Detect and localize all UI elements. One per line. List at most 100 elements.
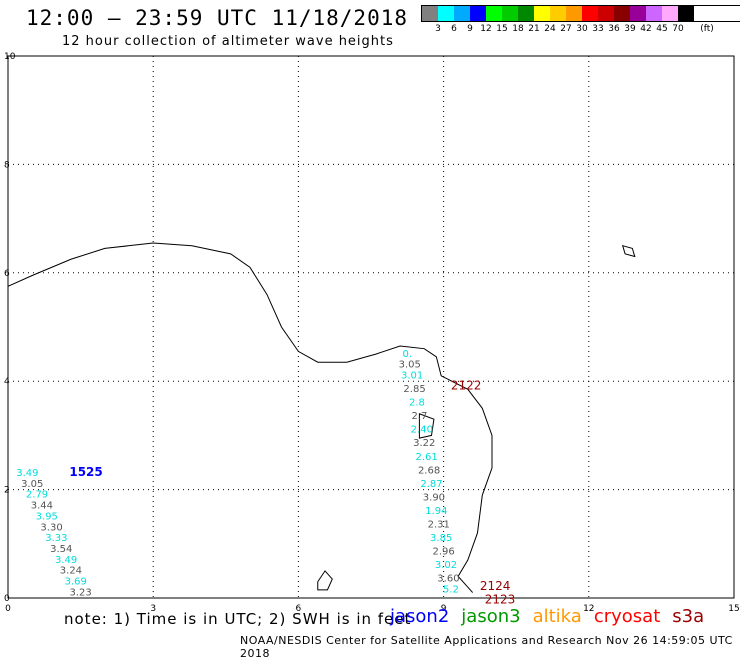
- swh-value-cryosat: 0.: [403, 349, 413, 360]
- x-tick-label: 15: [728, 604, 739, 614]
- swh-value-jason2: 3.95: [36, 511, 58, 522]
- swh-value-cryosat: 1.94: [425, 506, 447, 517]
- x-tick-label: 9: [441, 604, 447, 614]
- mission-legend: jason2 jason3 altika cryosat s3a: [390, 606, 704, 627]
- x-tick-label: 3: [150, 604, 156, 614]
- legend-swatch: [614, 6, 630, 21]
- legend-label: 3: [435, 24, 441, 34]
- footnote: note: 1) Time is in UTC; 2) SWH is in fe…: [64, 610, 412, 628]
- legend-swatch: [518, 6, 534, 21]
- swh-value-cryosat: 5.2: [443, 585, 459, 596]
- legend-label: 6: [451, 24, 457, 34]
- pass-label-cryosat: 2123: [485, 592, 516, 606]
- legend-unit: (ft): [700, 24, 714, 34]
- map-title: 12:00 – 23:59 UTC 11/18/2018: [26, 6, 409, 30]
- legend-label: 9: [467, 24, 473, 34]
- coastline: [7, 242, 493, 593]
- swh-value-cryosat: 3.90: [423, 492, 445, 503]
- swh-value-jason2: 3.54: [50, 544, 72, 555]
- legend-swatch: [486, 6, 502, 21]
- legend-swatch: [422, 6, 438, 21]
- swh-value-cryosat: 2.96: [432, 547, 454, 558]
- legend-swatch: [550, 6, 566, 21]
- y-tick-label: 0: [4, 594, 10, 604]
- mission-legend-jason3: jason3: [461, 606, 521, 627]
- y-tick-label: 6: [4, 269, 10, 279]
- legend-label: 15: [496, 24, 508, 34]
- legend-label: 36: [608, 24, 620, 34]
- swh-value-cryosat: 2.40: [411, 425, 433, 436]
- swh-value-cryosat: 3.02: [435, 560, 457, 571]
- legend-swatch: [566, 6, 582, 21]
- legend-swatch: [678, 6, 694, 21]
- x-tick-label: 0: [5, 604, 11, 614]
- swh-value-cryosat: 2.8: [409, 398, 425, 409]
- swh-value-cryosat: 3.60: [437, 574, 459, 585]
- legend-swatch: [534, 6, 550, 21]
- mission-legend-cryosat: cryosat: [593, 606, 661, 627]
- swh-value-cryosat: 2.31: [428, 520, 450, 531]
- island: [317, 570, 333, 591]
- legend-label: 45: [656, 24, 668, 34]
- pass-label-cryosat: 2122: [451, 378, 482, 392]
- legend-label: 39: [624, 24, 636, 34]
- pass-label-cryosat: 2124: [480, 579, 511, 593]
- swh-value-jason2: 3.69: [65, 576, 87, 587]
- swh-value-cryosat: 3.22: [413, 438, 435, 449]
- mission-legend-jason2: jason2: [390, 606, 450, 627]
- legend-swatch: [470, 6, 486, 21]
- swh-value-cryosat: 2.68: [418, 465, 440, 476]
- legend-swatch: [662, 6, 678, 21]
- swh-value-jason2: 3.23: [69, 587, 91, 598]
- swh-value-jason2: 3.33: [45, 533, 67, 544]
- swh-value-cryosat: 3.05: [399, 360, 421, 371]
- x-tick-label: 12: [583, 604, 594, 614]
- swh-value-jason2: 2.79: [26, 490, 48, 501]
- legend-swatch: [646, 6, 662, 21]
- legend-label: 33: [592, 24, 604, 34]
- swh-value-cryosat: 2.7: [411, 411, 427, 422]
- legend-label: 18: [512, 24, 524, 34]
- legend-swatches: [421, 5, 740, 22]
- pass-label-jason2: 1525: [69, 465, 102, 479]
- legend-swatch: [630, 6, 646, 21]
- x-tick-label: 6: [296, 604, 302, 614]
- swh-value-jason2: 3.30: [40, 522, 62, 533]
- y-tick-label: 8: [4, 160, 10, 170]
- swh-value-cryosat: 3.01: [401, 370, 423, 381]
- color-legend: 3 6 9 12 15 18 21 24 27 30 33 36 39 42 45 70 (ft): [421, 5, 740, 36]
- swh-value-jason2: 3.49: [16, 468, 38, 479]
- legend-labels: 3 6 9 12 15 18 21 24 27 30 33 36 39 42 45 70 (ft): [421, 22, 740, 36]
- island: [621, 244, 636, 258]
- credit-line: NOAA/NESDIS Center for Satellite Applica…: [240, 634, 733, 660]
- swh-value-jason2: 3.24: [60, 566, 82, 577]
- mission-legend-s3a: s3a: [672, 606, 705, 627]
- legend-swatch: [454, 6, 470, 21]
- legend-swatch: [582, 6, 598, 21]
- legend-label: 70: [672, 24, 684, 34]
- legend-label: 24: [544, 24, 556, 34]
- legend-label: 30: [576, 24, 588, 34]
- swh-value-cryosat: 2.85: [403, 384, 425, 395]
- y-tick-label: 4: [4, 377, 10, 387]
- legend-label: 21: [528, 24, 540, 34]
- swh-value-jason2: 3.05: [21, 479, 43, 490]
- legend-label: 42: [640, 24, 652, 34]
- swh-value-cryosat: 2.87: [420, 479, 442, 490]
- legend-swatch: [502, 6, 518, 21]
- legend-label: 12: [480, 24, 492, 34]
- map-frame: [7, 55, 735, 599]
- swh-value-cryosat: 2.61: [416, 452, 438, 463]
- swh-value-jason2: 3.49: [55, 555, 77, 566]
- swh-value-cryosat: 3.85: [430, 533, 452, 544]
- legend-swatch: [438, 6, 454, 21]
- legend-swatch: [598, 6, 614, 21]
- map-subtitle: 12 hour collection of altimeter wave hei…: [62, 34, 394, 49]
- y-tick-label: 2: [4, 486, 10, 496]
- y-tick-label: 10: [4, 52, 16, 62]
- island: [418, 412, 435, 439]
- legend-label: 27: [560, 24, 572, 34]
- swh-value-jason2: 3.44: [31, 501, 53, 512]
- mission-legend-altika: altika: [532, 606, 582, 627]
